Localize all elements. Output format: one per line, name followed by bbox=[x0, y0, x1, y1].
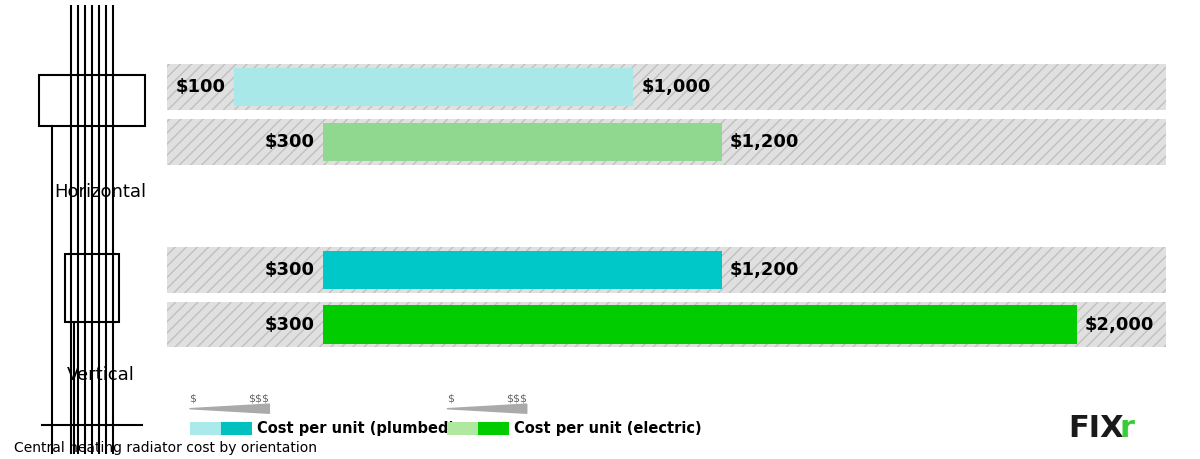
Text: $300: $300 bbox=[265, 133, 314, 151]
Bar bbox=[167, 64, 1166, 110]
Bar bbox=[190, 422, 221, 435]
Text: Horizontal: Horizontal bbox=[55, 183, 146, 201]
Bar bbox=[167, 247, 1166, 292]
Bar bbox=[234, 67, 634, 106]
Text: $300: $300 bbox=[265, 316, 314, 334]
Bar bbox=[323, 123, 722, 161]
Bar bbox=[478, 422, 509, 435]
Text: $2,000: $2,000 bbox=[1085, 316, 1154, 334]
Text: $1,000: $1,000 bbox=[641, 78, 710, 96]
Bar bbox=[38, 75, 145, 126]
Bar bbox=[65, 254, 119, 322]
Text: r: r bbox=[1120, 414, 1134, 443]
Text: $1,200: $1,200 bbox=[730, 261, 799, 279]
Text: Central heating radiator cost by orientation: Central heating radiator cost by orienta… bbox=[14, 441, 317, 455]
Bar bbox=[323, 123, 722, 161]
Text: $100: $100 bbox=[176, 78, 226, 96]
Bar bbox=[323, 251, 722, 289]
Bar bbox=[167, 119, 1166, 165]
Text: FIX: FIX bbox=[1068, 414, 1124, 443]
Bar bbox=[323, 305, 1078, 344]
Text: $: $ bbox=[190, 393, 197, 403]
Bar bbox=[221, 422, 252, 435]
Polygon shape bbox=[190, 404, 269, 413]
Text: Vertical: Vertical bbox=[67, 366, 134, 384]
Bar bbox=[234, 67, 634, 106]
Polygon shape bbox=[446, 404, 527, 413]
Bar bbox=[323, 251, 722, 289]
Text: $300: $300 bbox=[265, 261, 314, 279]
Text: $$$: $$$ bbox=[248, 393, 269, 403]
Bar bbox=[323, 305, 1078, 344]
Text: $1,200: $1,200 bbox=[730, 133, 799, 151]
Text: $: $ bbox=[446, 393, 454, 403]
Text: Cost per unit (electric): Cost per unit (electric) bbox=[515, 421, 702, 437]
Text: Cost per unit (plumbed): Cost per unit (plumbed) bbox=[257, 421, 455, 437]
Bar bbox=[167, 302, 1166, 347]
Text: $$$: $$$ bbox=[505, 393, 527, 403]
Bar bbox=[446, 422, 478, 435]
